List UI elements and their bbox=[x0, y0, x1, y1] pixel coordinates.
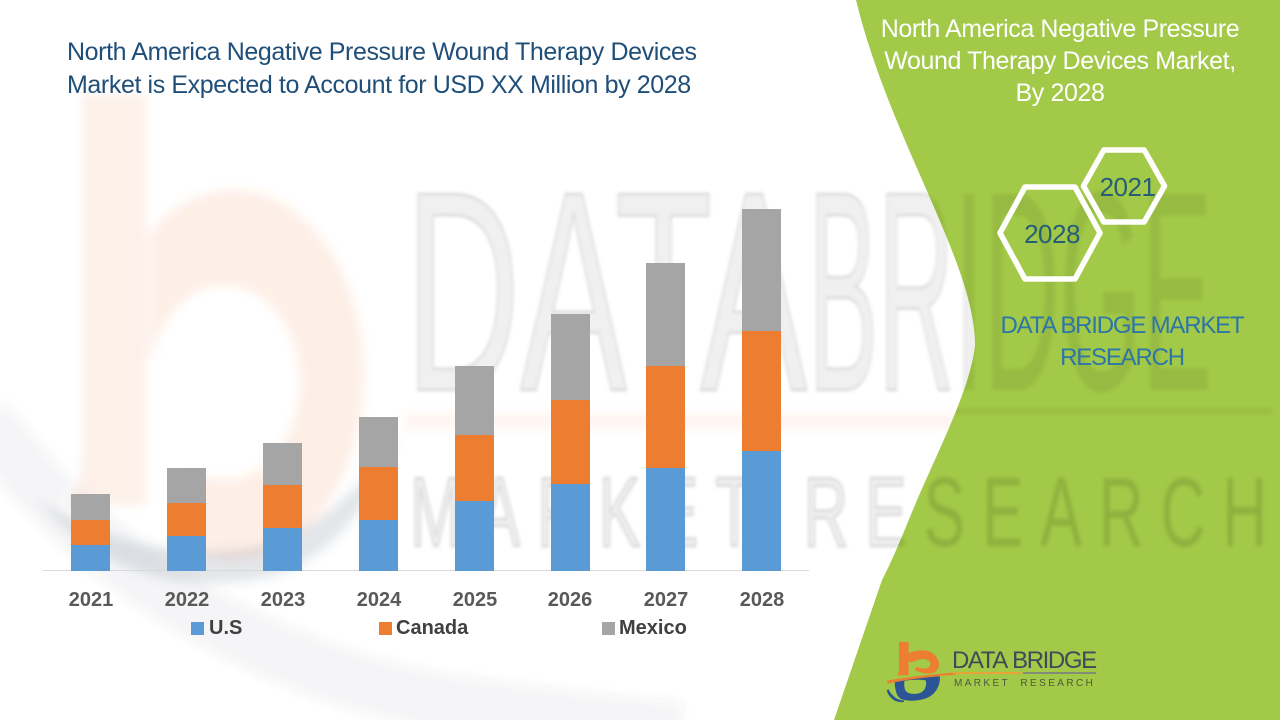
svg-text:MARKET RESEARCH: MARKET RESEARCH bbox=[410, 459, 1267, 568]
